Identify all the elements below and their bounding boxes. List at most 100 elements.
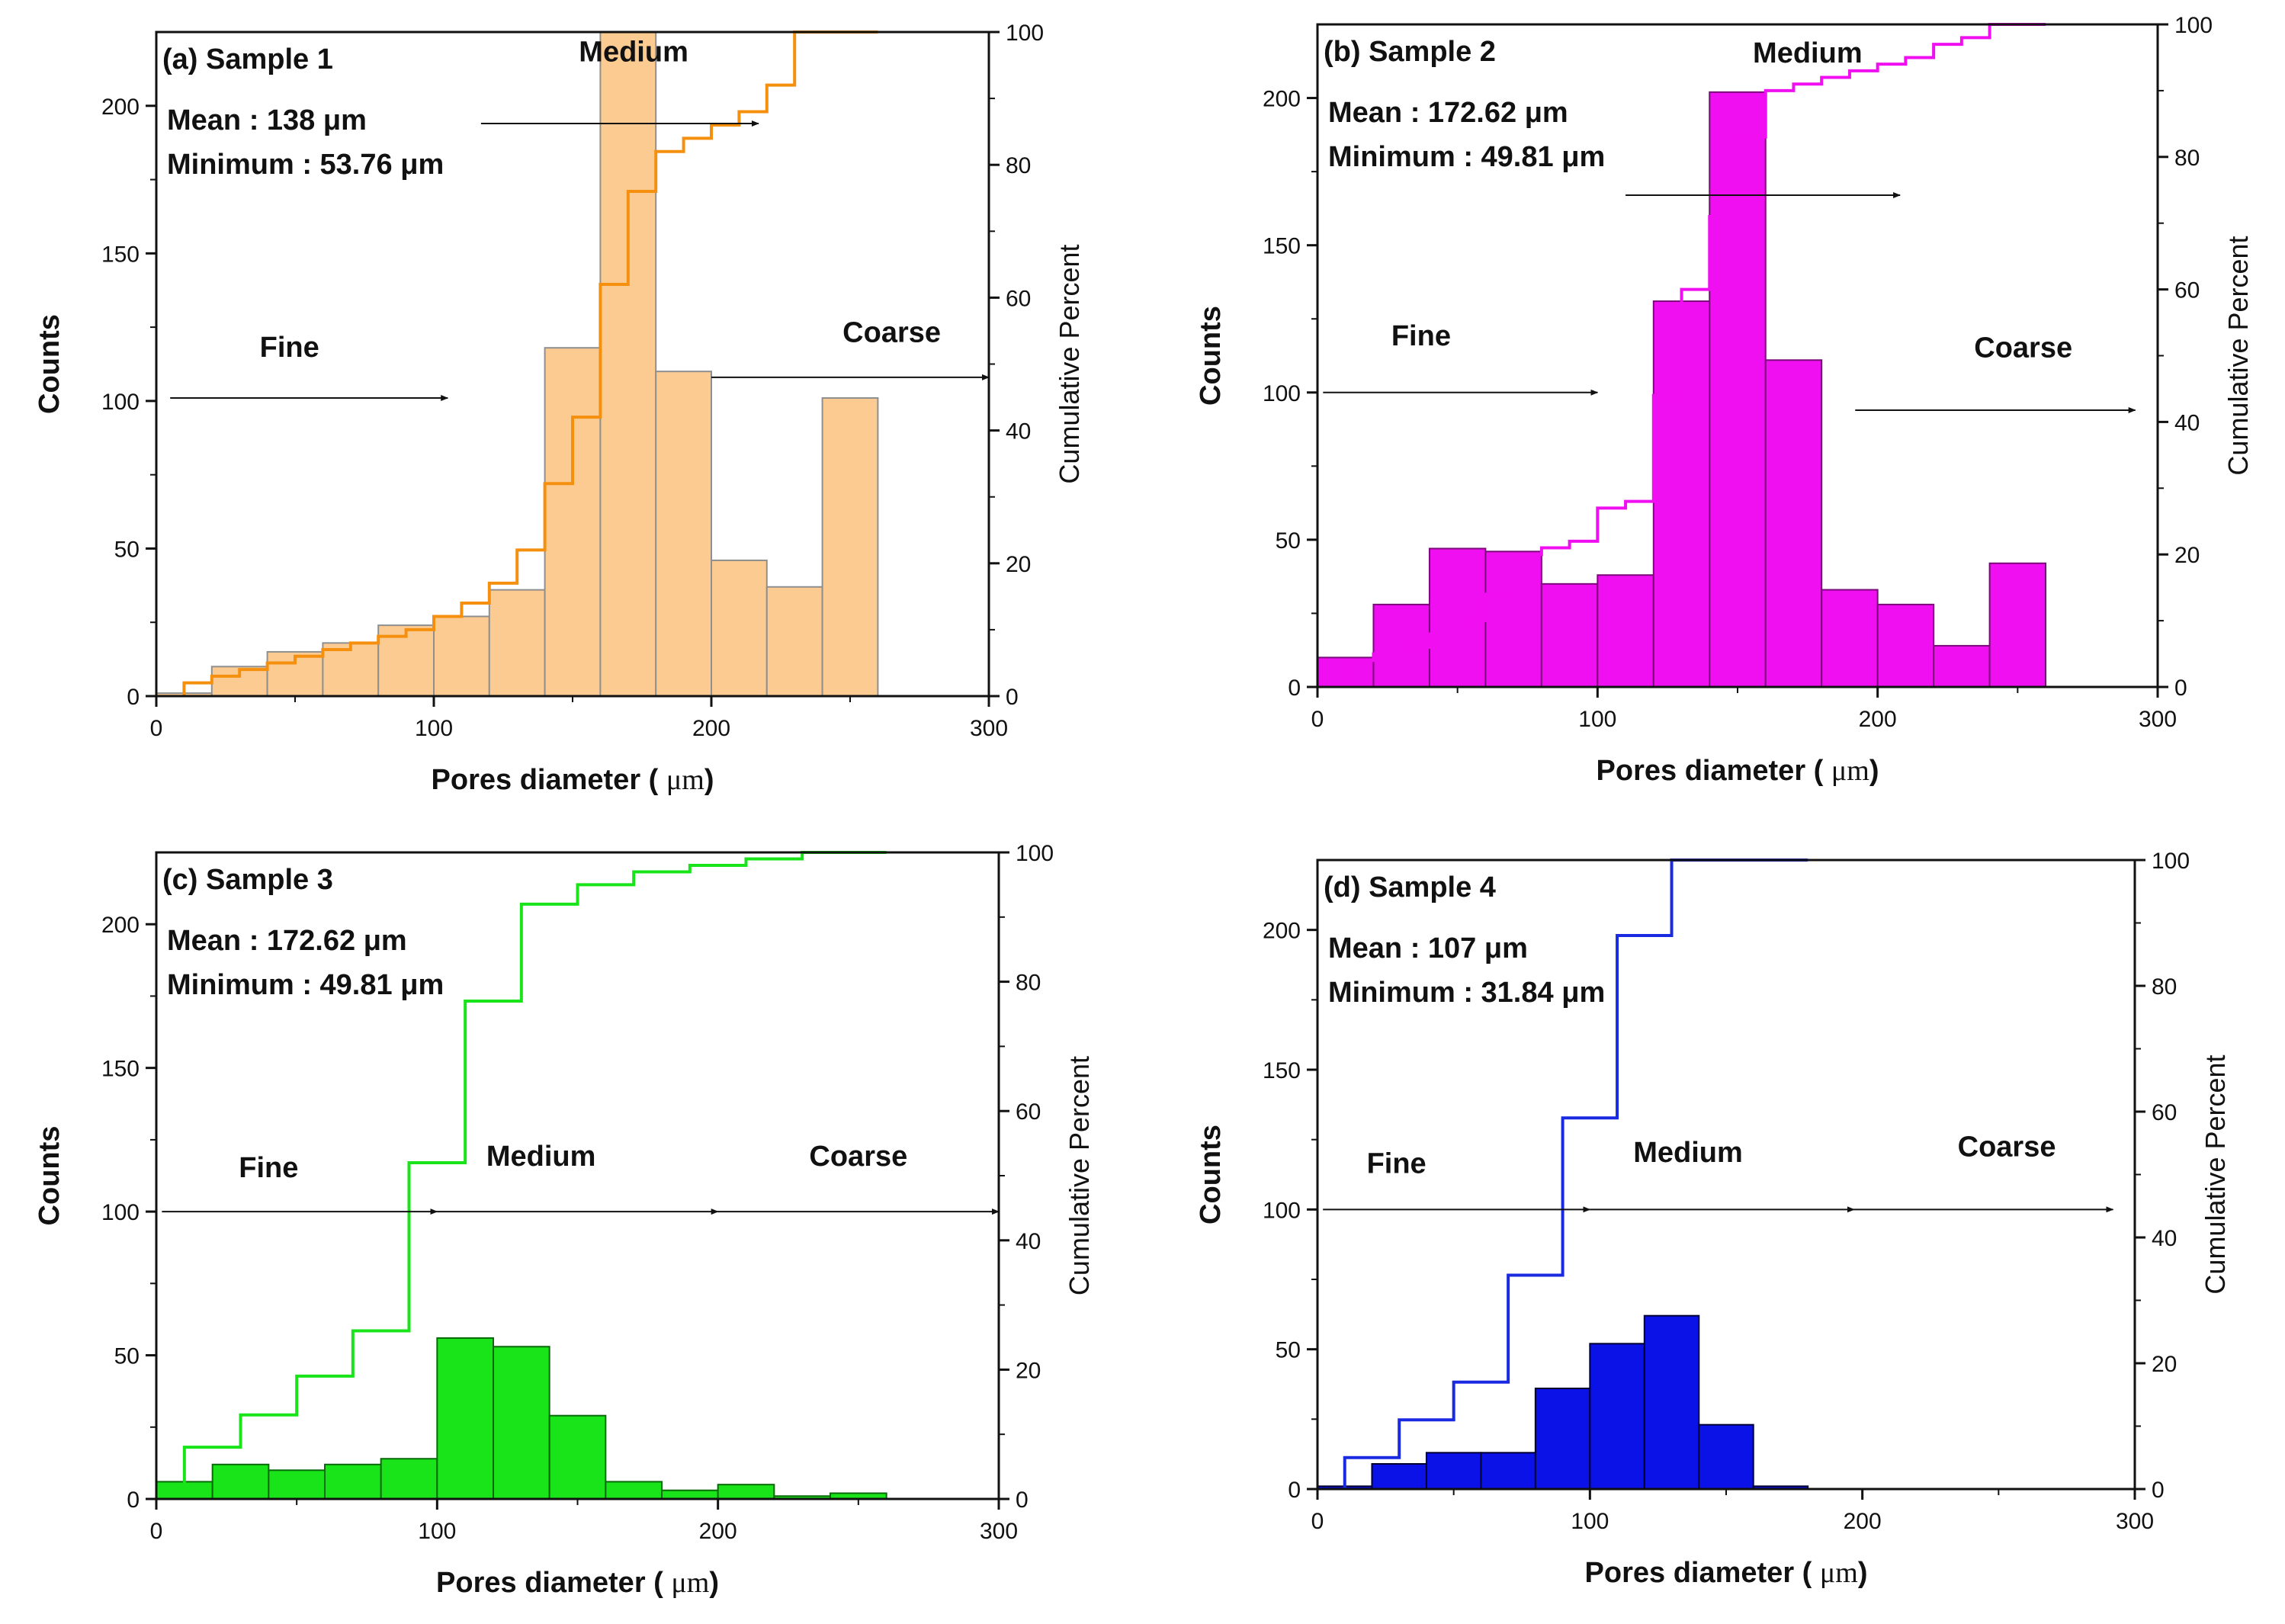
histogram-bar — [433, 615, 490, 697]
y2-tick-label: 40 — [2152, 1226, 2177, 1251]
y-tick-label: 200 — [101, 95, 140, 120]
y-tick-label: 50 — [1276, 1338, 1301, 1363]
x-axis-label-unit: μm — [671, 1567, 709, 1599]
histogram-bar — [717, 1484, 775, 1500]
cumulative-percent-line — [182, 851, 887, 1499]
minimum-label: Minimum : 49.81 μm — [1328, 141, 1605, 173]
y2-tick-label: 80 — [1016, 971, 1041, 996]
y-tick-label: 0 — [1288, 676, 1301, 701]
chart-panel-3: 0 100 200 300 0 50 100 150 200 0 20 40 60 80 100 Pores … — [34, 841, 1095, 1599]
y2-tick-label: 60 — [2174, 278, 2200, 303]
y-tick-label: 0 — [127, 1488, 140, 1513]
y-tick-label: 150 — [101, 242, 140, 267]
y-tick-label: 0 — [1288, 1478, 1301, 1503]
y-tick-label: 200 — [101, 913, 140, 938]
size-class-label-fine: Fine — [1367, 1148, 1427, 1180]
y-tick-label: 0 — [127, 685, 140, 710]
x-tick-label: 300 — [2139, 707, 2177, 732]
histogram-bar — [380, 1458, 438, 1500]
x-tick-label: 200 — [699, 1519, 737, 1544]
x-axis-label-unit: μm — [1831, 755, 1869, 787]
x-axis-label: Pores diameter ( μm) — [432, 764, 714, 796]
x-axis-label-text: Pores diameter ( — [436, 1567, 671, 1599]
y-tick-label: 100 — [101, 1200, 140, 1225]
histogram-bar — [1480, 1452, 1536, 1491]
y2-tick-label: 20 — [1016, 1358, 1041, 1383]
x-tick-label: 100 — [415, 716, 453, 741]
histogram-bar — [493, 1346, 550, 1500]
y2-tick-label: 80 — [2152, 974, 2177, 1000]
histogram-bar — [1428, 547, 1487, 688]
x-tick-label: 300 — [980, 1519, 1018, 1544]
x-axis-label-unit: μm — [666, 764, 704, 796]
histogram-bar — [1643, 1314, 1700, 1490]
size-class-label-medium: Medium — [579, 37, 688, 69]
y2-tick-label: 0 — [1006, 685, 1019, 710]
minimum-label: Minimum : 49.81 μm — [167, 969, 444, 1001]
y-tick-label: 150 — [101, 1057, 140, 1082]
x-axis-label-text: Pores diameter ( — [1597, 755, 1831, 787]
histogram-bar — [544, 347, 602, 697]
size-class-label-medium: Medium — [486, 1141, 596, 1173]
x-tick-label: 300 — [2116, 1509, 2154, 1534]
histogram-bar — [661, 1489, 719, 1500]
y2-axis-label: Cumulative Percent — [1064, 1056, 1095, 1295]
panel-title: (b) Sample 2 — [1324, 36, 1496, 68]
mean-label: Mean : 172.62 μm — [167, 925, 407, 957]
histogram-bar — [1876, 603, 1935, 688]
x-axis-label-text: Pores diameter ( — [1585, 1557, 1820, 1589]
chart-panel-2: 0 100 200 300 0 50 100 150 200 0 20 40 60 80 100 Pores … — [1195, 13, 2254, 787]
y-tick-label: 200 — [1263, 919, 1301, 944]
histogram-bar — [821, 397, 879, 697]
x-axis-label-text: Pores diameter ( — [432, 764, 666, 796]
x-tick-label: 0 — [150, 1519, 163, 1544]
size-class-label-coarse: Coarse — [842, 316, 941, 348]
x-axis-label-unit: μm — [1820, 1557, 1858, 1589]
y2-tick-label: 100 — [2174, 13, 2213, 38]
histogram-bar — [488, 589, 546, 698]
y-tick-label: 100 — [1263, 381, 1301, 406]
size-class-label-fine: Fine — [260, 332, 319, 364]
y2-tick-label: 60 — [2152, 1100, 2177, 1125]
histogram-bar — [599, 31, 657, 697]
histogram-bar — [548, 1414, 607, 1500]
x-tick-label: 200 — [692, 716, 730, 741]
minimum-label: Minimum : 53.76 μm — [167, 149, 444, 181]
histogram-bar — [1589, 1343, 1645, 1491]
panel-title: (d) Sample 4 — [1324, 871, 1496, 903]
panel-title: (a) Sample 1 — [162, 43, 333, 75]
histogram-bar — [1764, 359, 1823, 688]
y-axis-label: Counts — [34, 314, 66, 414]
x-tick-label: 100 — [418, 1519, 456, 1544]
y2-tick-label: 0 — [1016, 1488, 1029, 1513]
size-class-label-medium: Medium — [1633, 1137, 1743, 1169]
y2-tick-label: 60 — [1016, 1099, 1041, 1125]
y-tick-label: 100 — [1263, 1198, 1301, 1223]
x-tick-label: 0 — [1311, 1509, 1324, 1534]
x-axis-label-suffix: ) — [1869, 755, 1879, 787]
panel-title: (c) Sample 3 — [162, 864, 333, 896]
histogram-bar — [1534, 1388, 1591, 1490]
minimum-label: Minimum : 31.84 μm — [1328, 977, 1605, 1009]
y-axis-label: Counts — [34, 1126, 66, 1226]
x-tick-label: 300 — [970, 716, 1008, 741]
histogram-bar — [1425, 1452, 1482, 1491]
x-tick-label: 100 — [1578, 707, 1616, 732]
y2-axis-label: Cumulative Percent — [2222, 236, 2254, 475]
x-tick-label: 0 — [150, 716, 163, 741]
histogram-bar — [436, 1337, 494, 1500]
x-axis-label: Pores diameter ( μm) — [436, 1567, 719, 1599]
histogram-bar — [1540, 583, 1599, 688]
size-class-label-fine: Fine — [1391, 320, 1451, 352]
y2-tick-label: 20 — [1006, 552, 1031, 577]
histogram-bar — [1821, 589, 1879, 688]
y-tick-label: 150 — [1263, 1058, 1301, 1083]
y-tick-label: 200 — [1263, 87, 1301, 112]
y2-axis-label: Cumulative Percent — [1054, 244, 1085, 483]
cumulative-percent-line — [182, 30, 878, 696]
y2-tick-label: 40 — [1016, 1229, 1041, 1254]
y2-tick-label: 20 — [2174, 543, 2200, 568]
x-axis-label: Pores diameter ( μm) — [1585, 1557, 1868, 1589]
